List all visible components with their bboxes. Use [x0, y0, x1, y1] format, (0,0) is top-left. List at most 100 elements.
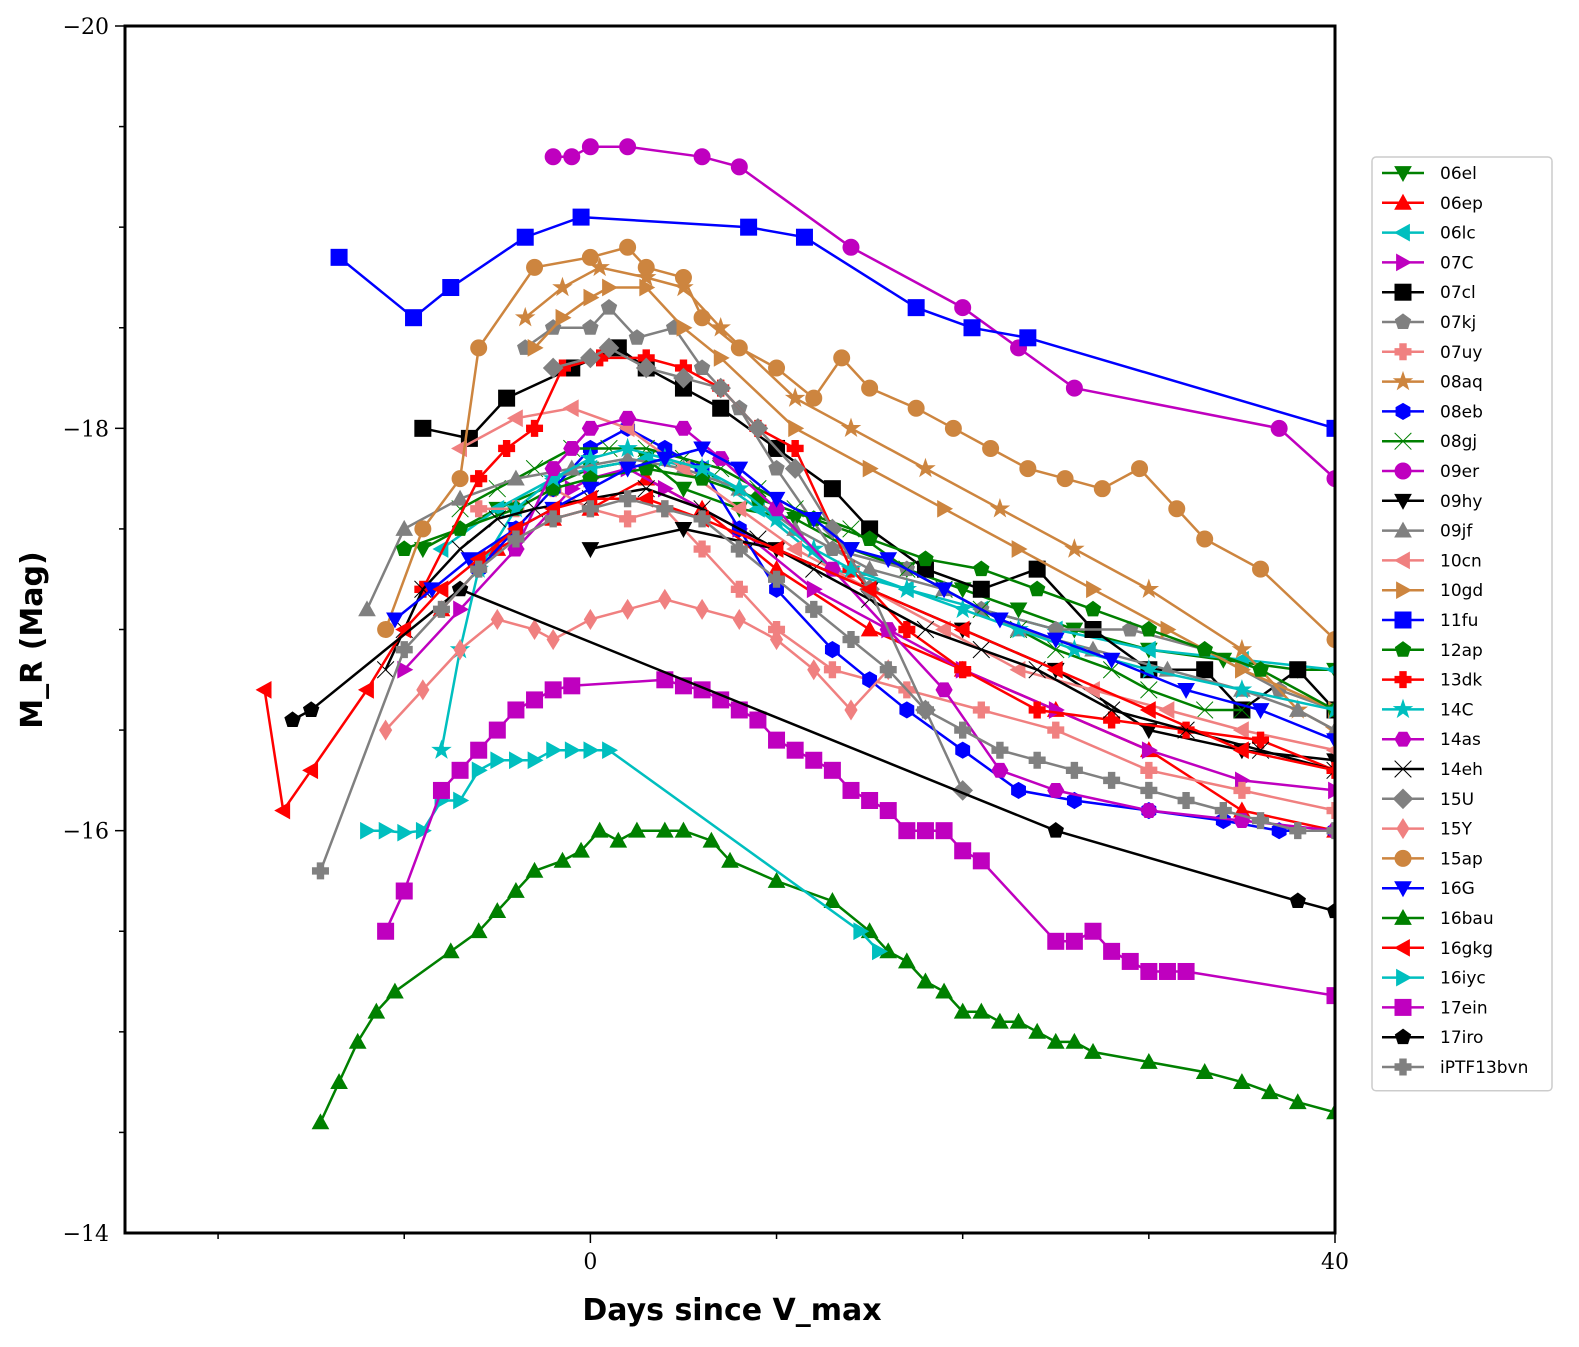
data-point-07C — [1048, 701, 1065, 719]
data-point-07uy — [823, 661, 841, 679]
data-point-iPTF13bvn — [1326, 822, 1335, 840]
legend-entry-13dk: 13dk — [1382, 671, 1482, 691]
data-point-17ein — [1326, 987, 1335, 1005]
data-point-16bau — [991, 1012, 1009, 1029]
data-point-07cl — [972, 580, 990, 598]
series-17ein — [377, 671, 1335, 1005]
data-point-16G — [991, 612, 1009, 629]
legend-label: iPTF13bvn — [1440, 1058, 1528, 1078]
data-point-16gkg — [1139, 701, 1156, 719]
data-point-12ap — [917, 550, 934, 567]
data-point-iPTF13bvn — [1214, 802, 1232, 820]
series-15ap — [377, 238, 1335, 649]
legend-marker — [1392, 370, 1414, 391]
data-point-17ein — [1047, 932, 1065, 950]
data-point-17ein — [377, 922, 395, 940]
data-point-iPTF13bvn — [1289, 822, 1307, 840]
legend-entry-09hy: 09hy — [1382, 492, 1482, 512]
data-point-16bau — [674, 821, 693, 838]
data-point-10gd — [788, 419, 805, 438]
data-point-15ap — [637, 258, 655, 276]
data-point-15Y — [807, 659, 821, 681]
data-point-13dk — [526, 419, 544, 437]
data-point-14as — [1140, 803, 1158, 818]
data-point-11fu — [1019, 329, 1037, 347]
data-point-16G — [1046, 632, 1065, 649]
data-point-07kj — [768, 459, 785, 476]
data-point-07cl — [712, 399, 730, 417]
data-point-16bau — [767, 871, 786, 888]
data-point-11fu — [572, 208, 590, 226]
x-tick-label: 40 — [1321, 1250, 1349, 1275]
data-point-16G — [1177, 682, 1195, 699]
data-point-14as — [619, 410, 637, 426]
legend-marker — [1394, 849, 1412, 867]
data-point-14C — [896, 578, 918, 598]
legend-entry-14as: 14as — [1382, 730, 1481, 750]
data-point-12ap — [1252, 661, 1269, 677]
legend-entry-08eb: 08eb — [1382, 402, 1483, 422]
legend-label: 09hy — [1440, 492, 1482, 512]
data-point-14C — [1324, 699, 1335, 719]
data-point-14eh — [972, 640, 991, 659]
series-14as — [507, 410, 1335, 839]
data-point-10gd — [862, 459, 879, 478]
legend-label: 07kj — [1440, 313, 1476, 333]
data-point-10gd — [639, 278, 656, 297]
legend-marker — [1392, 698, 1414, 719]
data-point-17ein — [805, 751, 823, 769]
data-point-17iro — [1047, 822, 1064, 838]
data-point-16gkg — [274, 801, 291, 820]
legend-label: 10cn — [1440, 551, 1482, 571]
data-point-17ein — [1084, 922, 1102, 940]
data-point-17ein — [898, 822, 916, 840]
legend-label: 08gj — [1440, 432, 1477, 452]
data-point-17ein — [563, 677, 581, 695]
data-point-16bau — [823, 892, 842, 908]
data-point-06lc — [1139, 640, 1156, 659]
data-point-13dk — [786, 439, 804, 457]
data-point-16bau — [488, 902, 507, 919]
data-point-07uy — [1326, 802, 1335, 820]
legend-marker — [1394, 521, 1412, 538]
data-point-14C — [1138, 658, 1160, 679]
legend-marker — [1396, 968, 1413, 987]
data-point-15Y — [527, 618, 542, 641]
data-point-iPTF13bvn — [470, 560, 488, 578]
data-point-11fu — [907, 299, 925, 317]
data-point-09jf — [395, 519, 414, 536]
legend-entry-09er: 09er — [1382, 462, 1479, 482]
series-11fu — [330, 208, 1335, 437]
data-point-10gd — [937, 499, 954, 518]
data-point-16bau — [1288, 1093, 1307, 1110]
legend-label: 16iyc — [1440, 969, 1486, 989]
series-10gd — [527, 278, 1335, 719]
data-point-08aq — [1231, 638, 1253, 659]
data-point-07C — [1141, 741, 1158, 760]
data-point-14C — [1231, 679, 1253, 699]
data-point-16bau — [897, 952, 916, 969]
legend: 06el 06ep 06lc 07C 07cl 07kj 07uy 08aq 08eb 08gj 0… — [1371, 156, 1553, 1092]
axis-layer: −20 −18 −16 −14 0 40 — [63, 15, 1349, 1275]
data-point-16G — [804, 511, 823, 528]
data-point-09jf — [1326, 721, 1335, 737]
data-point-15U — [598, 337, 620, 359]
data-point-15ap — [1093, 480, 1111, 498]
data-point-14eh — [916, 620, 935, 639]
data-point-16bau — [1065, 1032, 1084, 1049]
data-point-15ap — [619, 238, 637, 256]
data-point-17ein — [395, 882, 413, 900]
y-tick-label: −20 — [63, 15, 109, 40]
data-point-15ap — [833, 349, 851, 367]
data-point-15Y — [658, 588, 672, 610]
data-point-08aq — [784, 387, 806, 407]
data-point-07uy — [972, 701, 990, 719]
data-point-13dk — [898, 621, 916, 638]
data-point-07cl — [498, 389, 516, 407]
data-point-06ep — [860, 620, 879, 637]
data-point-15ap — [1168, 500, 1186, 518]
data-point-07C — [453, 600, 470, 619]
data-point-10cn — [506, 409, 523, 428]
data-point-15U — [710, 377, 731, 399]
legend-marker — [1393, 223, 1410, 242]
